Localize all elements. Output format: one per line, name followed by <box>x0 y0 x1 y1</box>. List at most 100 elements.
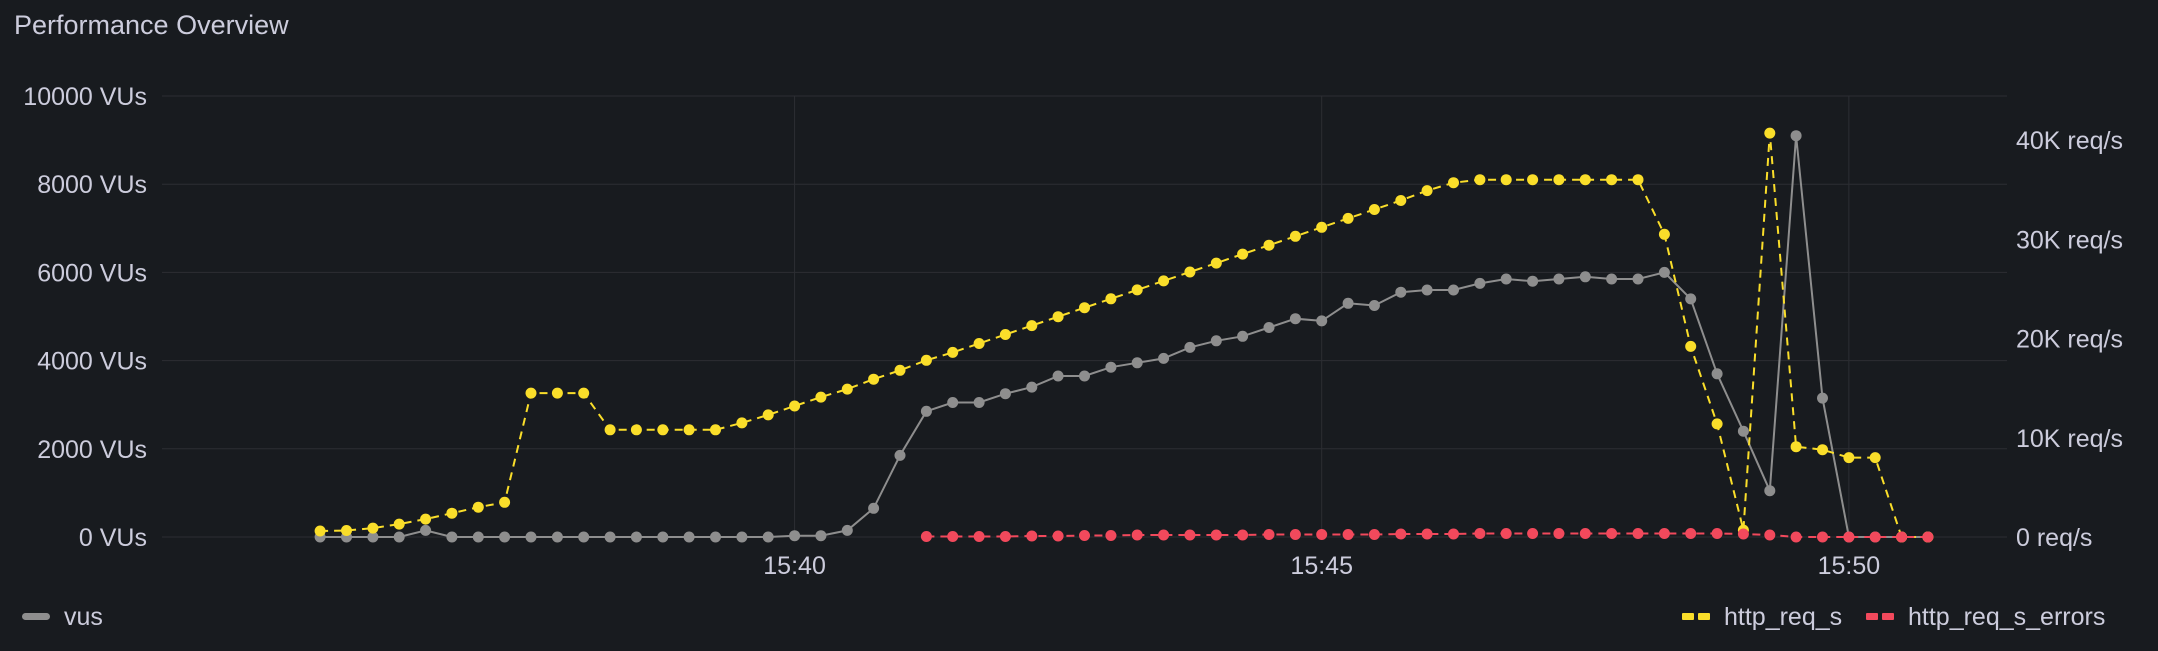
data-point[interactable] <box>1579 174 1591 186</box>
data-point[interactable] <box>999 329 1011 340</box>
data-point[interactable] <box>604 424 616 436</box>
data-point[interactable] <box>499 531 511 543</box>
data-point[interactable] <box>551 531 563 543</box>
data-point[interactable] <box>868 502 880 514</box>
data-point[interactable] <box>1158 352 1170 364</box>
data-point[interactable] <box>1685 340 1697 352</box>
data-point[interactable] <box>1210 335 1222 347</box>
data-point[interactable] <box>393 531 405 543</box>
data-point[interactable] <box>1052 311 1064 323</box>
data-point[interactable] <box>1632 174 1644 186</box>
data-point[interactable] <box>1131 357 1143 369</box>
data-point[interactable] <box>1606 528 1618 539</box>
data-point[interactable] <box>1052 530 1064 542</box>
data-point[interactable] <box>1052 370 1064 382</box>
data-point[interactable] <box>973 531 985 542</box>
data-point[interactable] <box>973 397 985 408</box>
data-point[interactable] <box>1448 177 1459 189</box>
data-point[interactable] <box>762 531 774 543</box>
data-point[interactable] <box>1790 531 1802 543</box>
data-point[interactable] <box>1527 174 1539 186</box>
data-point[interactable] <box>1448 284 1459 296</box>
legend-item-http_req_s_errors[interactable]: http_req_s_errors <box>1866 603 2105 631</box>
data-point[interactable] <box>1553 273 1565 285</box>
data-point[interactable] <box>1395 528 1407 540</box>
data-point[interactable] <box>446 507 458 519</box>
data-point[interactable] <box>1316 315 1328 327</box>
data-point[interactable] <box>1184 529 1196 541</box>
data-point[interactable] <box>1817 392 1828 404</box>
panel-title[interactable]: Performance Overview <box>14 10 289 40</box>
data-point[interactable] <box>1632 273 1644 285</box>
data-point[interactable] <box>1079 370 1090 382</box>
data-point[interactable] <box>1210 257 1222 269</box>
data-point[interactable] <box>1500 174 1512 186</box>
data-point[interactable] <box>1184 266 1196 278</box>
data-point[interactable] <box>1500 273 1512 285</box>
series-vus[interactable] <box>314 130 1934 543</box>
data-point[interactable] <box>683 531 695 543</box>
data-point[interactable] <box>525 531 537 543</box>
data-point[interactable] <box>1368 300 1380 311</box>
data-point[interactable] <box>1105 530 1117 541</box>
data-point[interactable] <box>657 424 669 436</box>
data-point[interactable] <box>894 364 906 376</box>
data-point[interactable] <box>1843 452 1855 464</box>
data-point[interactable] <box>868 373 880 385</box>
data-point[interactable] <box>367 531 379 543</box>
data-point[interactable] <box>947 346 959 358</box>
data-point[interactable] <box>1869 452 1881 464</box>
data-point[interactable] <box>1368 529 1380 540</box>
legend-item-vus[interactable]: vus <box>22 603 103 631</box>
data-point[interactable] <box>1896 531 1908 543</box>
data-point[interactable] <box>999 531 1011 542</box>
data-point[interactable] <box>1711 528 1723 539</box>
data-point[interactable] <box>1790 441 1802 453</box>
data-point[interactable] <box>1764 529 1776 541</box>
data-point[interactable] <box>578 387 590 399</box>
data-point[interactable] <box>1764 127 1776 139</box>
data-point[interactable] <box>710 424 721 436</box>
data-point[interactable] <box>1342 529 1354 540</box>
data-point[interactable] <box>1289 529 1301 540</box>
data-point[interactable] <box>1421 185 1433 197</box>
data-point[interactable] <box>1368 204 1380 215</box>
data-point[interactable] <box>1658 266 1670 278</box>
data-point[interactable] <box>604 531 616 543</box>
data-point[interactable] <box>920 405 932 417</box>
data-point[interactable] <box>815 391 827 403</box>
data-point[interactable] <box>1105 293 1117 305</box>
data-point[interactable] <box>1316 221 1328 233</box>
data-point[interactable] <box>1026 530 1038 542</box>
data-point[interactable] <box>1079 302 1090 314</box>
data-point[interactable] <box>1685 293 1697 305</box>
data-point[interactable] <box>1474 277 1486 289</box>
data-point[interactable] <box>841 383 853 395</box>
data-point[interactable] <box>1711 368 1723 380</box>
data-point[interactable] <box>499 496 511 508</box>
data-point[interactable] <box>947 531 959 542</box>
data-point[interactable] <box>630 424 642 436</box>
data-point[interactable] <box>1922 531 1934 543</box>
data-point[interactable] <box>1448 528 1459 540</box>
data-point[interactable] <box>894 449 906 461</box>
data-point[interactable] <box>1474 528 1486 539</box>
data-point[interactable] <box>841 524 853 536</box>
data-point[interactable] <box>446 531 458 543</box>
data-point[interactable] <box>1685 528 1697 539</box>
data-point[interactable] <box>1105 361 1117 373</box>
series-http_req_s_errors[interactable] <box>920 528 1934 543</box>
data-point[interactable] <box>1316 529 1328 540</box>
data-point[interactable] <box>1843 531 1855 543</box>
data-point[interactable] <box>1237 248 1249 260</box>
data-point[interactable] <box>1606 273 1618 285</box>
data-point[interactable] <box>1237 529 1249 541</box>
data-point[interactable] <box>1289 230 1301 242</box>
data-point[interactable] <box>1342 297 1354 309</box>
data-point[interactable] <box>999 388 1011 400</box>
data-point[interactable] <box>314 525 326 537</box>
series-http_req_s[interactable] <box>314 127 1934 543</box>
data-point[interactable] <box>1342 212 1354 224</box>
data-point[interactable] <box>1817 531 1828 543</box>
legend-item-http_req_s[interactable]: http_req_s <box>1682 603 1842 631</box>
